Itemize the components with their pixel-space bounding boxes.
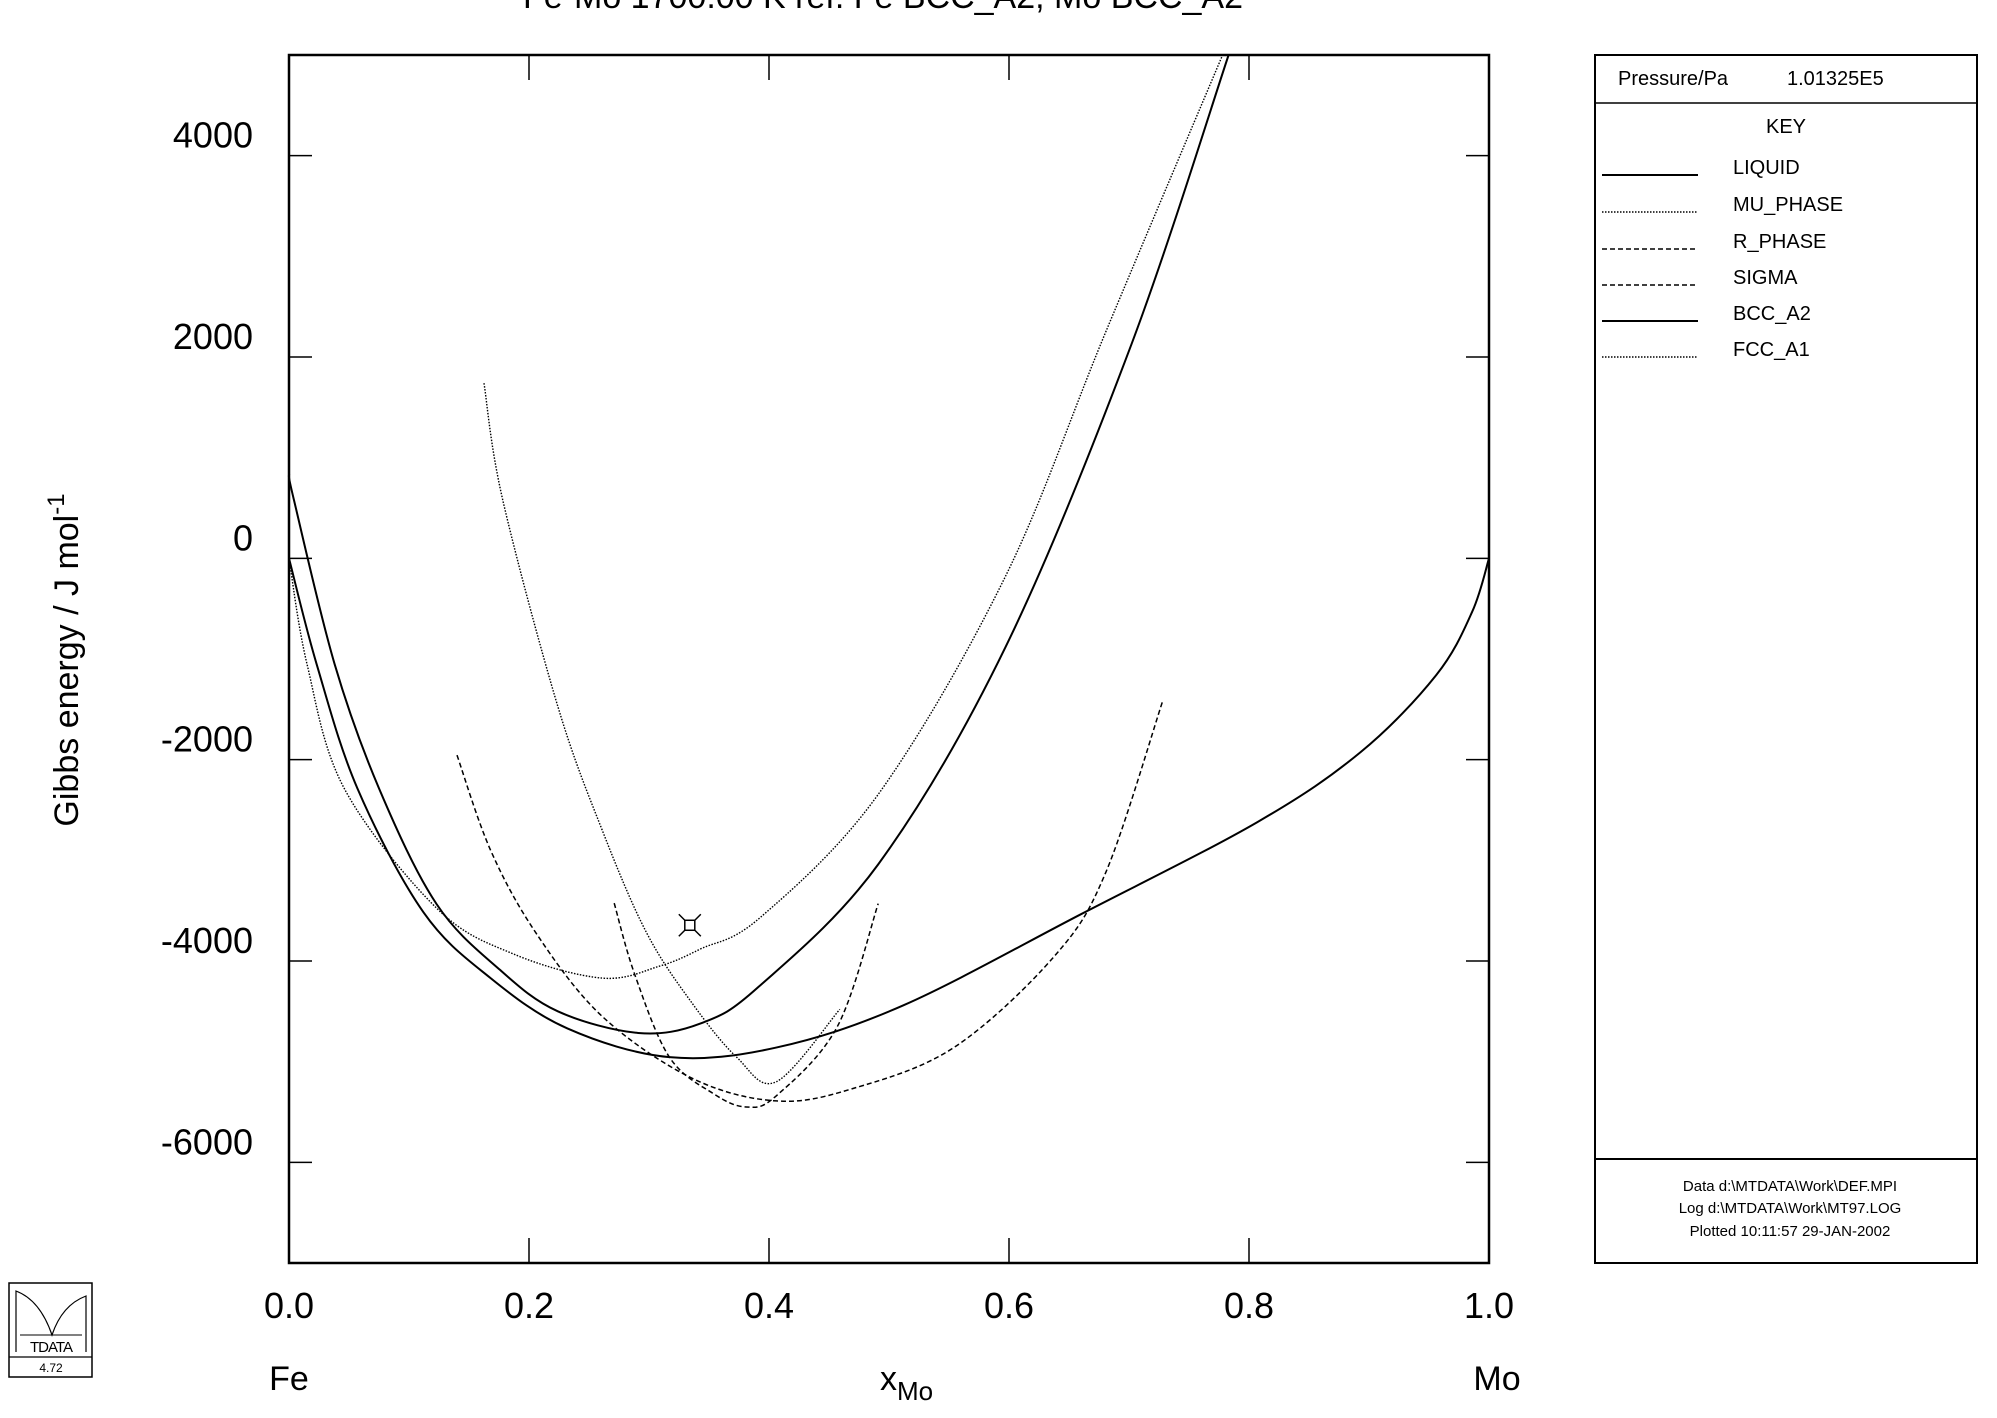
x-axis-label-main: x <box>880 1360 897 1398</box>
series-r-phase <box>613 902 879 1109</box>
series-liquid <box>287 54 1230 1035</box>
key-item-label: FCC_A1 <box>1733 339 1810 361</box>
mtdata-logo: TDATA 4.72 <box>8 1282 93 1378</box>
x-tick-label: 0.8 <box>1224 1285 1274 1326</box>
key-item-label: R_PHASE <box>1733 231 1826 253</box>
plot-frame <box>287 53 1491 1265</box>
y-tick-label: 4000 <box>173 115 253 156</box>
key-panel: Pressure/Pa 1.01325E5 KEY LIQUID MU_PHASE… <box>1594 54 1978 1264</box>
x-tick-label: 0.4 <box>744 1285 794 1326</box>
y-axis-label-main: Gibbs energy / J mol <box>48 515 86 827</box>
x-tick-label: 0.0 <box>264 1285 314 1326</box>
pressure-label: Pressure/Pa <box>1618 68 1729 90</box>
y-tick-label: 2000 <box>173 316 253 357</box>
x-end-label-fe: Fe <box>269 1360 309 1398</box>
logo-version: 4.72 <box>39 1361 63 1375</box>
y-tick-label: -2000 <box>161 719 253 760</box>
key-item-label: SIGMA <box>1733 267 1798 289</box>
x-tick-label: 0.2 <box>504 1285 554 1326</box>
pressure-value: 1.01325E5 <box>1787 68 1884 90</box>
y-axis-label-sup: -1 <box>43 493 70 514</box>
y-tick-label: -6000 <box>161 1121 253 1162</box>
svg-text:TDATA: TDATA <box>30 1339 73 1356</box>
x-tick-label: 0.6 <box>984 1285 1034 1326</box>
series-sigma <box>456 701 1164 1103</box>
key-item-label: BCC_A2 <box>1733 303 1811 325</box>
footer-plotted-line: Plotted 10:11:57 29-JAN-2002 <box>1690 1223 1891 1240</box>
x-axis-label: xMo <box>880 1360 933 1406</box>
x-tick-label: 1.0 <box>1464 1285 1514 1326</box>
x-end-label-mo: Mo <box>1473 1360 1520 1398</box>
y-tick-label: 0 <box>233 517 253 558</box>
key-item-label: LIQUID <box>1733 157 1800 179</box>
footer-log-line: Log d:\MTDATA\Work\MT97.LOG <box>1679 1200 1902 1217</box>
chart-title: Fe-Mo 1700.00 K ref. Fe BCC_A2, Mo BCC_A… <box>523 0 1243 16</box>
series-mu-phase <box>483 383 841 1085</box>
y-tick-label: -4000 <box>161 920 253 961</box>
footer-data-line: Data d:\MTDATA\Work\DEF.MPI <box>1683 1178 1897 1195</box>
key-title: KEY <box>1766 116 1806 138</box>
plot-area <box>287 53 1491 1265</box>
series-fcc-a1 <box>288 54 1224 980</box>
key-item-label: MU_PHASE <box>1733 194 1843 216</box>
cursor-marker-icon <box>678 913 702 937</box>
y-axis-label: Gibbs energy / J mol-1 <box>43 493 86 826</box>
x-axis-label-sub: Mo <box>897 1376 933 1406</box>
series-bcc-a2 <box>288 558 1490 1060</box>
